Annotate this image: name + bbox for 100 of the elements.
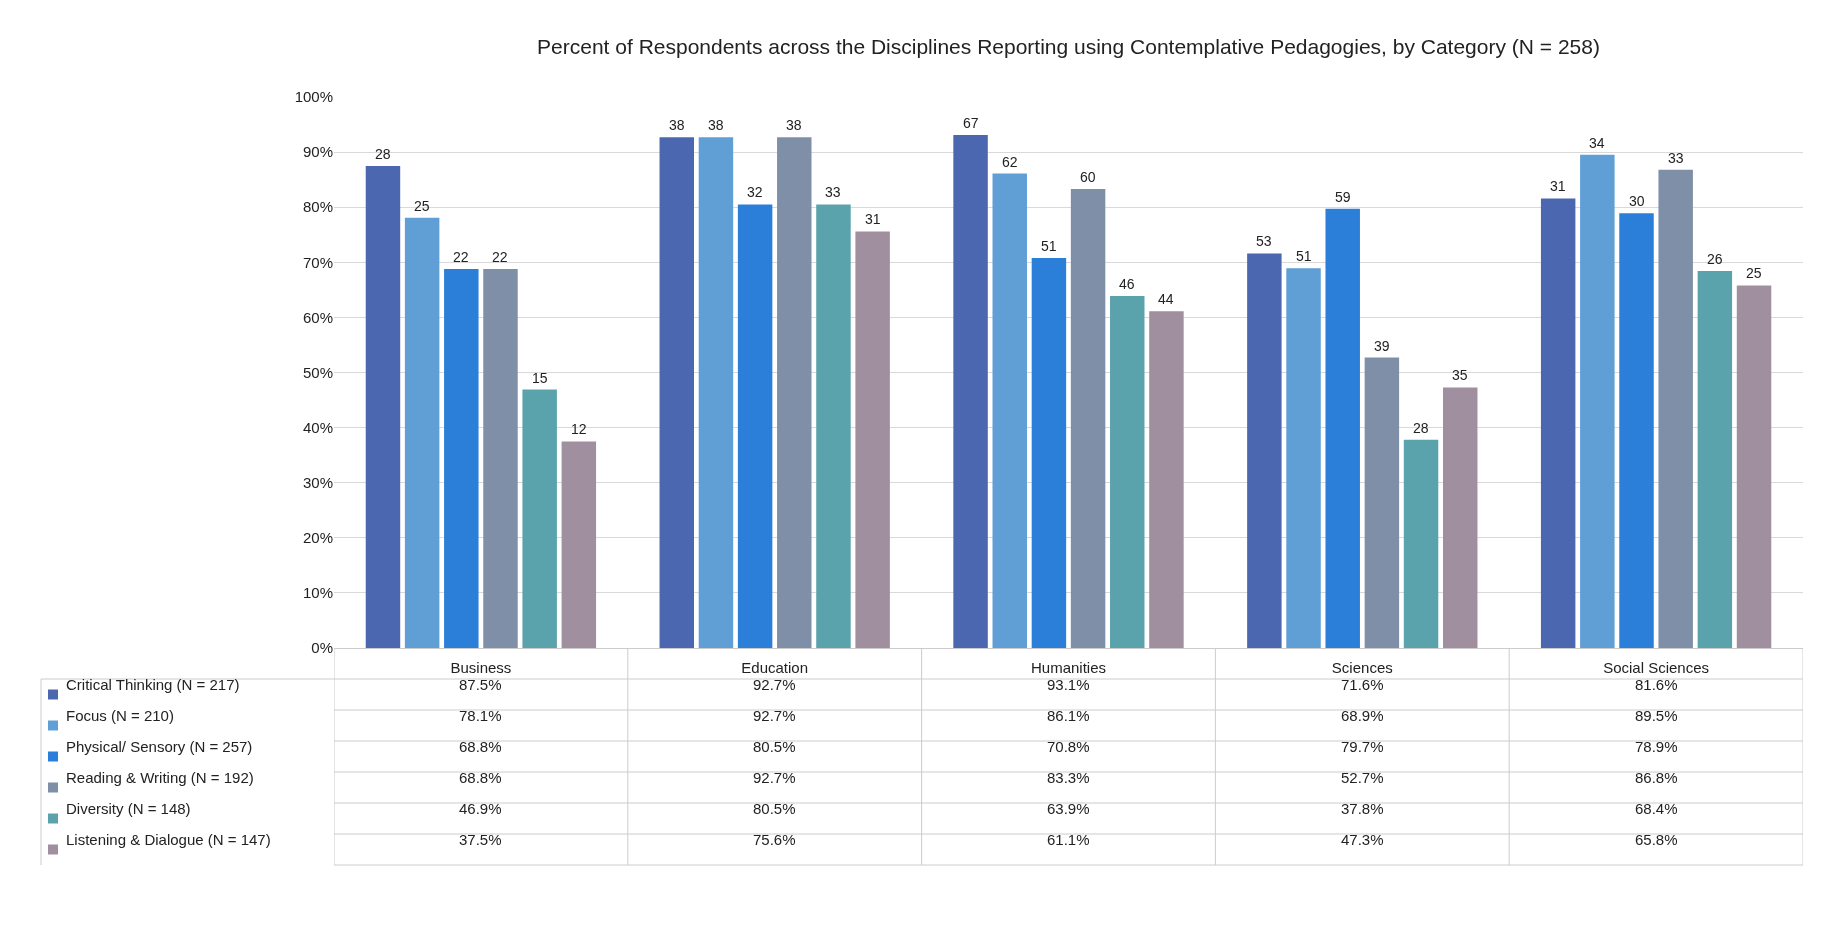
- annotation: 46: [1119, 276, 1135, 292]
- data-label: 78.1%: [459, 707, 502, 724]
- annotation: 32: [747, 184, 763, 200]
- data-label: 92.7%: [753, 707, 796, 724]
- bar: [1325, 208, 1360, 648]
- legend-label: Reading & Writing (N = 192): [66, 769, 254, 786]
- annotation: 38: [669, 117, 685, 133]
- annotation: 44: [1158, 291, 1174, 307]
- chart-title: Percent of Respondents across the Disciplines Reporting using Contemplative Pedagogies, by Category (N = 258): [537, 34, 1600, 58]
- data-label: 93.1%: [1047, 676, 1090, 693]
- annotation: 33: [1668, 150, 1684, 166]
- annotation: 26: [1707, 251, 1723, 267]
- x-tick-label: Education: [741, 659, 809, 676]
- y-tick-label: 20%: [302, 529, 333, 547]
- bar: [1247, 253, 1282, 648]
- data-label: 81.6%: [1635, 676, 1678, 693]
- bar: [1110, 295, 1145, 648]
- x-tick-label: Social Sciences: [1603, 659, 1710, 676]
- annotation: 38: [708, 117, 724, 133]
- bar: [855, 231, 890, 648]
- bar: [561, 441, 597, 648]
- annotation: 59: [1335, 189, 1351, 205]
- data-label: 47.3%: [1341, 831, 1384, 848]
- data-label: 68.8%: [459, 769, 502, 786]
- annotation: 28: [1413, 420, 1429, 436]
- bar: [365, 165, 401, 648]
- annotation: 22: [453, 249, 469, 265]
- annotation: 31: [1550, 178, 1566, 194]
- y-tick-label: 80%: [302, 198, 333, 216]
- legend-label: Physical/ Sensory (N = 257): [66, 738, 253, 755]
- annotation: 25: [1746, 265, 1762, 281]
- annotation: 30: [1629, 193, 1645, 209]
- data-label: 68.4%: [1635, 800, 1678, 817]
- data-label: 37.5%: [459, 831, 502, 848]
- y-tick-label: 90%: [302, 143, 333, 161]
- data-label: 80.5%: [753, 800, 796, 817]
- data-label: 92.7%: [753, 769, 796, 786]
- bar: [1286, 268, 1321, 648]
- bar: [1364, 357, 1400, 648]
- bar: [953, 135, 988, 648]
- data-label: 46.9%: [459, 800, 502, 817]
- data-label: 70.8%: [1047, 738, 1090, 755]
- data-label: 89.5%: [1635, 707, 1678, 724]
- annotation: 39: [1374, 338, 1390, 354]
- bar: [1443, 387, 1478, 648]
- legend-label: Diversity (N = 148): [66, 800, 191, 817]
- bar: [1658, 169, 1693, 648]
- data-label: 78.9%: [1635, 738, 1678, 755]
- data-label: 68.9%: [1341, 707, 1384, 724]
- legend-label: Focus (N = 210): [66, 707, 174, 724]
- annotation: 60: [1080, 169, 1096, 185]
- data-label: 65.8%: [1635, 831, 1678, 848]
- bar: [1403, 439, 1439, 648]
- annotation: 38: [786, 117, 802, 133]
- x-tick-label: Business: [450, 659, 512, 676]
- bar: [777, 137, 812, 648]
- bar: [992, 173, 1027, 648]
- y-tick-label: 30%: [302, 473, 333, 491]
- y-tick-label: 0%: [311, 639, 333, 657]
- data-label: 52.7%: [1341, 769, 1384, 786]
- annotation: 67: [963, 115, 979, 131]
- data-label: 92.7%: [753, 676, 796, 693]
- annotation: 51: [1296, 248, 1312, 264]
- bar: [1149, 311, 1184, 648]
- bar: [1580, 154, 1615, 648]
- data-label: 71.6%: [1341, 676, 1384, 693]
- bar: [522, 389, 557, 648]
- bar: [737, 204, 773, 648]
- bar: [659, 137, 694, 648]
- y-tick-label: 50%: [302, 363, 333, 381]
- x-tick-label: Humanities: [1030, 659, 1107, 676]
- data-label: 63.9%: [1047, 800, 1090, 817]
- data-label: 61.1%: [1047, 831, 1090, 848]
- annotation: 22: [492, 249, 508, 265]
- bar: [816, 204, 851, 648]
- data-label: 80.5%: [753, 738, 796, 755]
- legend-label: Critical Thinking (N = 217): [66, 676, 240, 693]
- y-tick-label: 40%: [302, 418, 333, 436]
- bar: [1697, 271, 1733, 648]
- data-label: 86.8%: [1635, 769, 1678, 786]
- annotation: 31: [865, 211, 881, 227]
- y-tick-label: 60%: [302, 308, 333, 326]
- annotation: 34: [1589, 135, 1605, 151]
- bar: [1031, 257, 1067, 648]
- annotation: 28: [375, 146, 391, 162]
- annotation: 62: [1002, 154, 1018, 170]
- annotation: 25: [414, 198, 430, 214]
- x-tick-label: Sciences: [1331, 659, 1393, 676]
- annotation: 33: [825, 184, 841, 200]
- y-tick-label: 10%: [302, 584, 333, 602]
- data-label: 86.1%: [1047, 707, 1090, 724]
- data-label: 75.6%: [753, 831, 796, 848]
- data-label: 83.3%: [1047, 769, 1090, 786]
- data-label: 87.5%: [459, 676, 502, 693]
- data-label: 79.7%: [1341, 738, 1384, 755]
- bar: [698, 137, 734, 648]
- bar: [1736, 285, 1772, 648]
- annotation: 53: [1256, 233, 1272, 249]
- annotation: 51: [1041, 238, 1057, 254]
- data-label: 37.8%: [1341, 800, 1384, 817]
